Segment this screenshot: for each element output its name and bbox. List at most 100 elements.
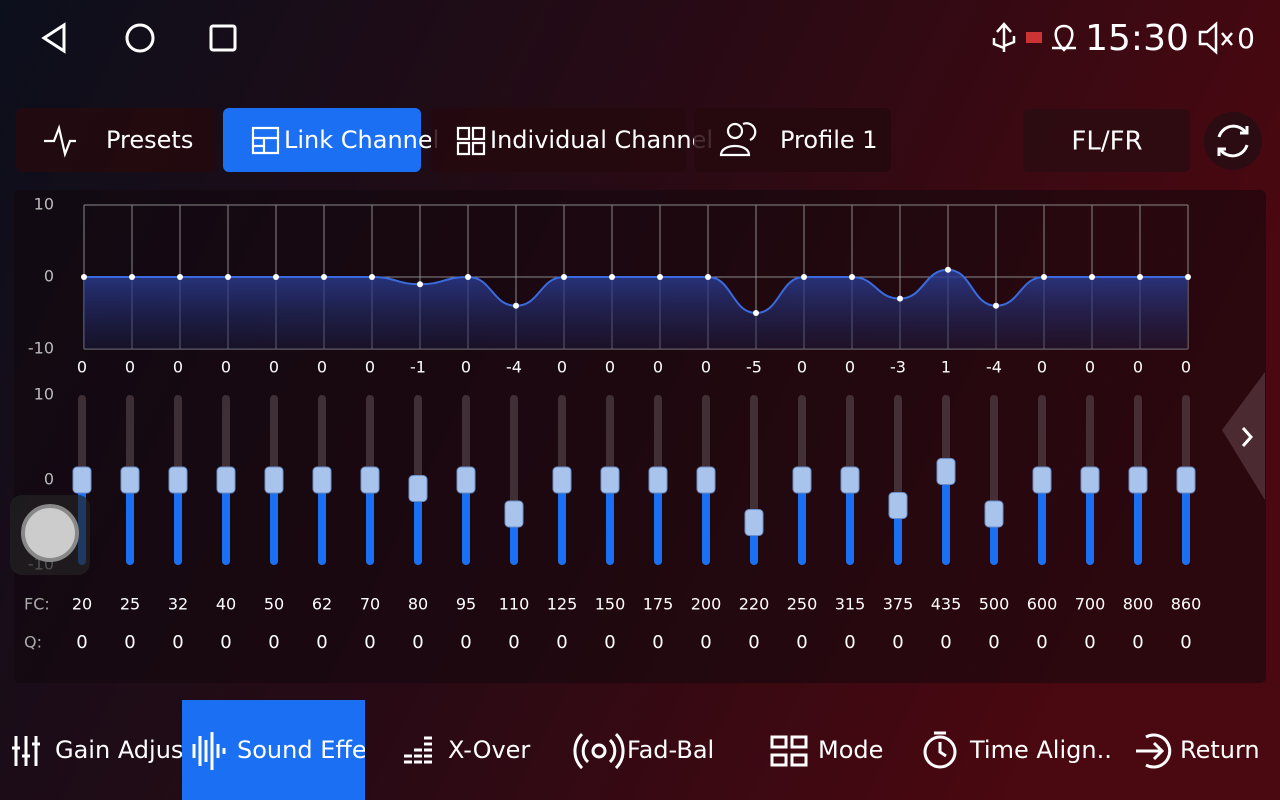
curve-point	[513, 302, 519, 309]
tab-icon	[251, 126, 280, 155]
slider-handle[interactable]	[168, 466, 188, 494]
q-value: 0	[76, 632, 87, 653]
q-value: 0	[604, 632, 615, 653]
q-label: Q:	[24, 633, 42, 652]
equalizer: 100-10100-10FC:Q:02000250032004000500062…	[24, 195, 1201, 654]
fc-value: 25	[120, 595, 140, 614]
slider-handle[interactable]	[1176, 466, 1196, 494]
tab-bar: Presets Link Channel Individual Channel Pro…	[16, 108, 891, 172]
tab[interactable]	[16, 108, 216, 172]
fc-value: 600	[1027, 595, 1058, 614]
curve-point	[129, 274, 135, 280]
slider-handle[interactable]	[696, 466, 716, 494]
slider-handle[interactable]	[264, 466, 284, 494]
nav-icon	[573, 732, 625, 770]
q-value: 0	[700, 632, 711, 653]
graph-y-tick-label: 10	[34, 195, 54, 214]
fc-value: 700	[1075, 595, 1106, 614]
fc-value: 50	[264, 595, 284, 614]
nav-icon	[12, 736, 40, 766]
slider-fill	[174, 480, 182, 565]
slider-handle[interactable]	[792, 466, 812, 494]
slider-fill	[846, 480, 854, 565]
gain-value: 0	[461, 358, 471, 377]
q-value: 0	[1180, 632, 1191, 653]
tab-label: Presets	[106, 126, 193, 154]
fc-value: 860	[1171, 595, 1202, 614]
slider-fill	[1134, 480, 1142, 565]
slider-handle[interactable]	[504, 500, 524, 528]
curve-point	[81, 274, 87, 280]
slider-handle[interactable]	[312, 466, 332, 494]
fc-value: 500	[979, 595, 1010, 614]
slider-handle[interactable]	[936, 458, 956, 485]
fc-value: 95	[456, 595, 476, 614]
home-button[interactable]	[125, 23, 155, 53]
q-value: 0	[844, 632, 855, 653]
tab[interactable]	[223, 108, 421, 172]
slider-handle[interactable]	[456, 466, 476, 494]
back-button[interactable]	[41, 22, 66, 54]
gain-value: -4	[506, 358, 522, 377]
curve-point	[1137, 274, 1143, 280]
nav-icon	[404, 736, 432, 764]
refresh-button[interactable]	[1204, 112, 1262, 170]
slider-handle[interactable]	[984, 500, 1004, 528]
slider-handle[interactable]	[1032, 466, 1052, 494]
slider-handle[interactable]	[600, 466, 620, 494]
slider-fill	[1182, 480, 1190, 565]
assistive-touch-knob	[21, 504, 79, 562]
gain-value: 0	[77, 358, 87, 377]
slider-handle[interactable]	[552, 466, 572, 494]
tab-label: Profile 1	[780, 126, 878, 154]
gain-value: 0	[605, 358, 615, 377]
gain-value: -3	[890, 358, 906, 377]
fc-value: 315	[835, 595, 866, 614]
refresh-icon	[1217, 124, 1249, 158]
slider-handle[interactable]	[72, 466, 92, 494]
slider-handle[interactable]	[360, 466, 380, 494]
tab-label: Individual Channel	[490, 126, 713, 154]
slider-handle[interactable]	[1128, 466, 1148, 494]
q-value: 0	[988, 632, 999, 653]
slider-handle[interactable]	[216, 466, 236, 494]
slider-handle[interactable]	[120, 466, 140, 494]
gain-value: 0	[1085, 358, 1095, 377]
nav-label: Return	[1180, 736, 1260, 764]
curve-point	[1041, 274, 1047, 280]
recents-button[interactable]	[209, 24, 237, 52]
tab-icon	[456, 126, 486, 156]
curve-point	[801, 274, 807, 280]
fc-value: 62	[312, 595, 332, 614]
tab[interactable]	[431, 108, 686, 172]
q-value: 0	[1132, 632, 1143, 653]
curve-point	[273, 274, 279, 280]
slider-y-tick-label: 10	[34, 385, 54, 404]
slider-handle[interactable]	[840, 466, 860, 494]
fc-value: 175	[643, 595, 674, 614]
q-value: 0	[316, 632, 327, 653]
q-value: 0	[220, 632, 231, 653]
q-value: 0	[1036, 632, 1047, 653]
gain-value: -4	[986, 358, 1002, 377]
slider-handle[interactable]	[648, 466, 668, 494]
fc-value: 200	[691, 595, 722, 614]
q-value: 0	[652, 632, 663, 653]
gain-value: 0	[797, 358, 807, 377]
curve-point	[417, 281, 423, 288]
curve-point	[657, 274, 663, 280]
channel-button[interactable]	[1023, 109, 1190, 172]
nav-icon	[923, 731, 957, 769]
q-value: 0	[940, 632, 951, 653]
slider-handle[interactable]	[1080, 466, 1100, 494]
nav-label: Sound Effect	[237, 736, 389, 764]
curve-point	[1089, 274, 1095, 280]
slider-handle[interactable]	[744, 509, 764, 536]
slider-handle[interactable]	[888, 492, 908, 519]
nav-label: X-Over	[448, 736, 530, 764]
slider-fill	[798, 480, 806, 565]
slider-handle[interactable]	[408, 475, 428, 502]
bottom-nav: Gain Adjus.. Sound Effect X-Over Fad-Bal Mod…	[12, 700, 1260, 800]
next-page[interactable]	[1222, 372, 1265, 500]
